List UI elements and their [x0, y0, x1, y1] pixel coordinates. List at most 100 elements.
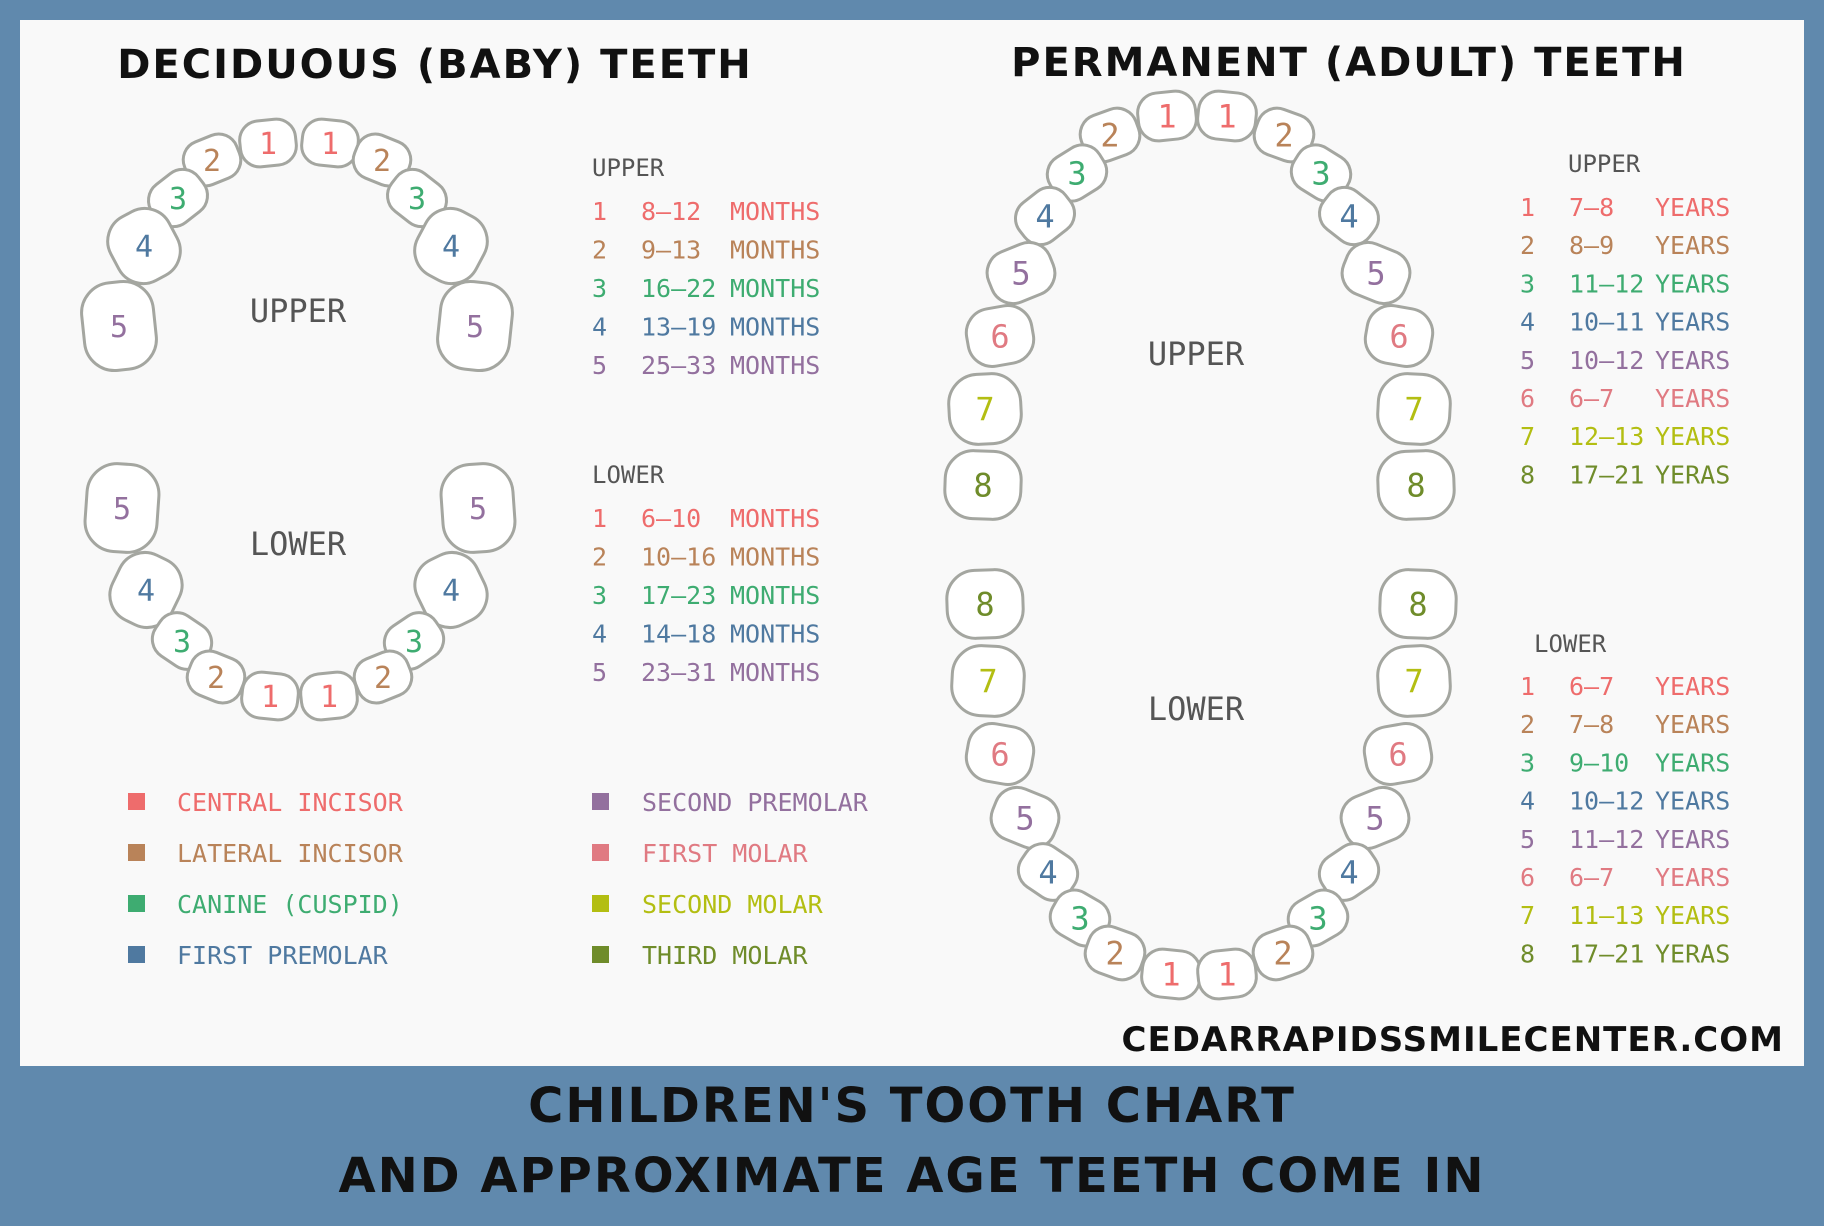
permanent-lower-arch-label: LOWER [1148, 690, 1245, 728]
tooth-outline [1362, 722, 1434, 786]
permanent-upper-table-heading: UPPER [1568, 150, 1641, 178]
tooth-outline [1318, 185, 1380, 247]
deciduous-lower-tooth-1: 1 [299, 670, 359, 722]
tooth-number: 4 [1339, 198, 1358, 236]
tooth-outline [1340, 240, 1412, 306]
deciduous-upper-table-row-unit: MONTHS [730, 236, 820, 265]
deciduous-upper-table-row-number: 1 [592, 197, 607, 226]
deciduous-upper-tooth-5: 5 [80, 279, 158, 373]
deciduous-lower-table-row-age: 23–31 [641, 658, 716, 687]
permanent-upper-table-row-number: 4 [1520, 308, 1535, 337]
tooth-outline [413, 206, 489, 286]
tooth-outline [436, 279, 514, 373]
footer-title-line-1: CHILDREN'S TOOTH CHART [528, 1078, 1296, 1134]
permanent-lower-table-row-unit: YEARS [1655, 748, 1730, 777]
permanent-lower-tooth-4: 4 [1317, 842, 1381, 902]
legend-swatch-3 [128, 895, 145, 912]
deciduous-upper-table-row-unit: MONTHS [730, 351, 820, 380]
tooth-outline [1196, 89, 1258, 143]
tooth-number: 3 [1070, 900, 1089, 938]
permanent-lower-table-row-number: 1 [1520, 672, 1535, 701]
permanent-lower-tooth-6: 6 [1362, 722, 1434, 786]
tooth-number: 2 [1273, 935, 1292, 973]
tooth-outline [1363, 304, 1435, 368]
legend-label-6: FIRST MOLAR [642, 839, 809, 868]
permanent-upper-table-row-age: 11–12 [1569, 269, 1644, 298]
tooth-number: 3 [1308, 900, 1327, 938]
deciduous-lower-tooth-1: 1 [240, 670, 300, 722]
legend-swatch-4 [128, 946, 145, 963]
tooth-number: 4 [135, 230, 153, 265]
permanent-upper-tooth-8: 8 [1376, 449, 1456, 521]
deciduous-upper-tooth-1: 1 [238, 117, 298, 169]
permanent-lower-table-row-unit: YEARS [1655, 672, 1730, 701]
deciduous-title: DECIDUOUS (BABY) TEETH [117, 42, 753, 88]
tooth-outline [985, 240, 1057, 306]
permanent-lower-tooth-2: 2 [1083, 924, 1147, 982]
tooth-number: 2 [1274, 117, 1293, 155]
deciduous-upper-tooth-2: 2 [181, 132, 243, 188]
permanent-upper-table-row-age: 10–12 [1569, 346, 1644, 375]
tooth-outline [1317, 842, 1381, 902]
tooth-outline [945, 568, 1025, 640]
permanent-upper-table-row-unit: YEARS [1655, 193, 1730, 222]
tooth-number: 3 [169, 182, 187, 217]
permanent-lower-table-row-age: 11–13 [1569, 901, 1644, 930]
permanent-lower-tooth-8: 8 [945, 568, 1025, 640]
permanent-lower-tooth-8: 8 [1378, 568, 1458, 640]
tooth-outline [238, 117, 298, 169]
tooth-outline [964, 722, 1036, 786]
tooth-number: 3 [408, 182, 426, 217]
tooth-number: 8 [1406, 467, 1425, 505]
deciduous-lower-table-row-number: 5 [592, 658, 607, 687]
permanent-lower-table-row-unit: YEARS [1655, 825, 1730, 854]
tooth-number: 7 [1404, 663, 1423, 701]
tooth-number: 1 [1161, 956, 1180, 994]
permanent-upper-table-row-unit: YEARS [1655, 231, 1730, 260]
tooth-outline [240, 670, 300, 722]
tooth-outline [108, 551, 184, 629]
tooth-number: 1 [1217, 98, 1236, 136]
deciduous-upper-table-row-age: 16–22 [641, 274, 716, 303]
tooth-number: 8 [1408, 586, 1427, 624]
permanent-lower-table-row-number: 6 [1520, 863, 1535, 892]
tooth-number: 3 [405, 625, 423, 660]
permanent-lower-tooth-7: 7 [950, 644, 1026, 718]
tooth-number: 5 [469, 492, 487, 527]
permanent-title: PERMANENT (ADULT) TEETH [1011, 40, 1687, 86]
permanent-upper-table-row-age: 6–7 [1569, 384, 1614, 413]
permanent-upper-tooth-4: 4 [1318, 185, 1380, 247]
deciduous-upper-table-row-number: 5 [592, 351, 607, 380]
deciduous-lower-table-row-unit: MONTHS [730, 658, 820, 687]
tooth-number: 8 [975, 586, 994, 624]
permanent-upper-table-row-age: 8–9 [1569, 231, 1614, 260]
permanent-upper-tooth-3: 3 [1289, 143, 1353, 203]
tooth-number: 1 [259, 127, 277, 162]
permanent-upper-table-row-number: 8 [1520, 460, 1535, 489]
tooth-number: 2 [1100, 117, 1119, 155]
legend-label-1: CENTRAL INCISOR [177, 788, 404, 817]
deciduous-upper-table-row-number: 3 [592, 274, 607, 303]
permanent-upper-tooth-2: 2 [1252, 106, 1316, 164]
deciduous-lower-table-row-age: 6–10 [641, 504, 701, 533]
permanent-lower-tooth-1: 1 [1140, 947, 1202, 1001]
tooth-number: 4 [442, 574, 460, 609]
tooth-number: 1 [1157, 98, 1176, 136]
tooth-number: 3 [1067, 155, 1086, 193]
tooth-number: 5 [466, 310, 484, 345]
tooth-number: 3 [173, 625, 191, 660]
permanent-upper-tooth-5: 5 [985, 240, 1057, 306]
legend-label-8: THIRD MOLAR [642, 941, 809, 970]
tooth-number: 7 [1404, 391, 1423, 429]
permanent-lower-table-row-age: 11–12 [1569, 825, 1644, 854]
deciduous-lower-table-row-unit: MONTHS [730, 581, 820, 610]
deciduous-lower-arch-label: LOWER [250, 525, 347, 563]
permanent-upper-table-row-number: 7 [1520, 422, 1535, 451]
tooth-number: 4 [137, 574, 155, 609]
permanent-upper-table-row-number: 5 [1520, 346, 1535, 375]
permanent-upper-table-row-age: 7–8 [1569, 193, 1614, 222]
deciduous-lower-table-row-unit: MONTHS [730, 620, 820, 649]
tooth-number: 2 [207, 661, 225, 696]
tooth-number: 4 [1038, 854, 1057, 892]
tooth-number: 2 [373, 144, 391, 179]
